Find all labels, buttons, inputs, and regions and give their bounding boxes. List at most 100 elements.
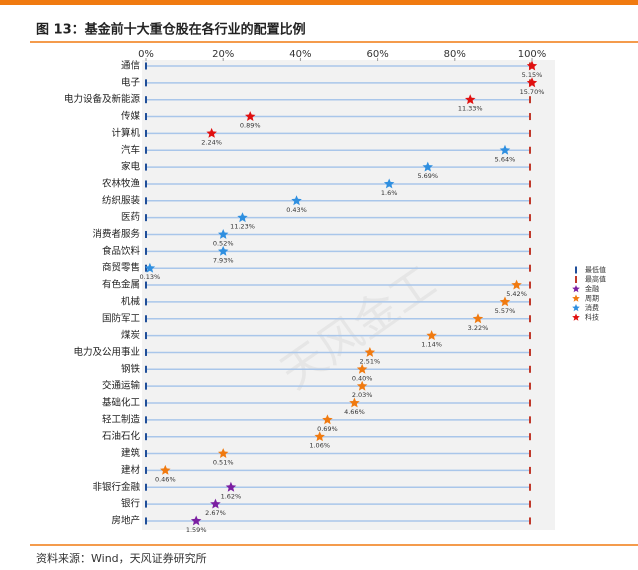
star [206,127,217,138]
star [499,296,511,307]
point-label: 5.15% [522,71,543,79]
legend-star [572,304,580,312]
figure-title: 图 13：基金前十大重仓股在各行业的配置比例 [36,22,306,38]
point-label: 5.64% [495,155,516,163]
point-label: 3.22% [468,324,489,332]
category-label: 石油石化 [102,430,141,442]
point-label: 4.66% [344,408,365,416]
legend-star [572,313,580,321]
point-label: 11.23% [230,223,255,231]
category-label: 建筑 [121,447,141,459]
category-label: 煤炭 [121,329,141,341]
point-label: 1.06% [309,442,330,450]
star [511,279,522,290]
point-label: 5.42% [506,290,527,298]
star [160,464,171,475]
point-label: 0.89% [240,122,261,130]
category-label: 电力及公用事业 [73,346,140,358]
x-tick-label: 60% [366,49,388,60]
plot-bg [142,60,555,530]
point-label: 0.46% [155,475,176,483]
source: 资料来源：Wind，天风证券研究所 [36,551,207,565]
star [237,212,248,223]
point-label: 0.69% [317,425,338,433]
category-label: 计算机 [111,127,140,139]
star [465,94,476,105]
legend-label: 消费 [585,303,599,312]
star [322,414,333,425]
star [499,144,511,155]
star [210,498,221,509]
point-label: 0.43% [286,206,307,214]
point-label: 0.40% [352,374,373,382]
category-label: 汽车 [121,144,140,156]
legend-label: 科技 [585,313,599,322]
point-label: 1.59% [186,526,207,534]
star [426,330,437,340]
point-label: 0.51% [213,459,234,467]
legend-label: 金融 [585,284,599,293]
star [383,178,395,189]
category-label: 通信 [121,60,140,72]
point-label: 11.33% [458,105,483,113]
category-label: 消费者服务 [92,228,140,240]
point-label: 2.67% [205,509,226,517]
header-bar [0,0,638,5]
star [245,111,256,121]
category-label: 家电 [121,161,141,173]
category-label: 基础化工 [102,397,141,409]
category-label: 机械 [121,295,141,307]
star [144,262,156,273]
point-label: 0.13% [140,273,161,281]
legend-star [572,285,580,293]
star [225,481,237,492]
star [314,431,325,442]
star [526,77,538,88]
star [291,195,302,206]
category-label: 房地产 [111,514,140,526]
point-label: 0.52% [213,240,234,248]
legend-star [572,294,580,302]
star [190,515,202,526]
category-label: 食品饮料 [102,245,141,257]
x-tick-label: 80% [444,49,466,60]
category-label: 电力设备及新能源 [64,93,141,105]
legend-label: 周期 [585,295,599,303]
category-label: 建材 [121,464,141,476]
category-label: 国防军工 [102,312,141,324]
category-label: 轻工制造 [102,413,141,425]
category-label: 农林牧渔 [102,177,141,189]
star [472,313,484,324]
star [356,363,368,374]
x-tick-label: 0% [138,49,154,60]
legend-label: 最低值 [585,265,606,274]
x-tick-label: 100% [518,49,547,60]
star [218,245,229,256]
point-label: 5.69% [417,172,438,180]
point-label: 7.93% [213,256,234,264]
point-label: 5.57% [495,307,516,315]
category-label: 纺织服装 [102,194,141,206]
point-label: 2.03% [352,391,373,399]
category-label: 非银行金融 [92,481,140,493]
point-label: 15.70% [520,88,545,96]
star [364,347,376,357]
category-label: 交通运输 [102,380,141,392]
point-label: 1.6% [381,189,398,197]
category-label: 商贸零售 [102,262,140,274]
legend-label: 最高值 [585,275,606,284]
x-tick-label: 40% [289,49,311,60]
point-label: 2.24% [201,138,222,146]
category-label: 有色金属 [102,279,140,291]
star [356,380,368,391]
star [526,60,538,71]
star [422,161,433,172]
category-label: 医药 [121,212,140,223]
point-label: 1.62% [221,492,242,500]
point-label: 1.14% [421,341,442,349]
x-tick-label: 20% [212,49,234,60]
star [349,397,360,408]
point-label: 2.51% [360,357,381,365]
category-label: 电子 [121,76,141,88]
